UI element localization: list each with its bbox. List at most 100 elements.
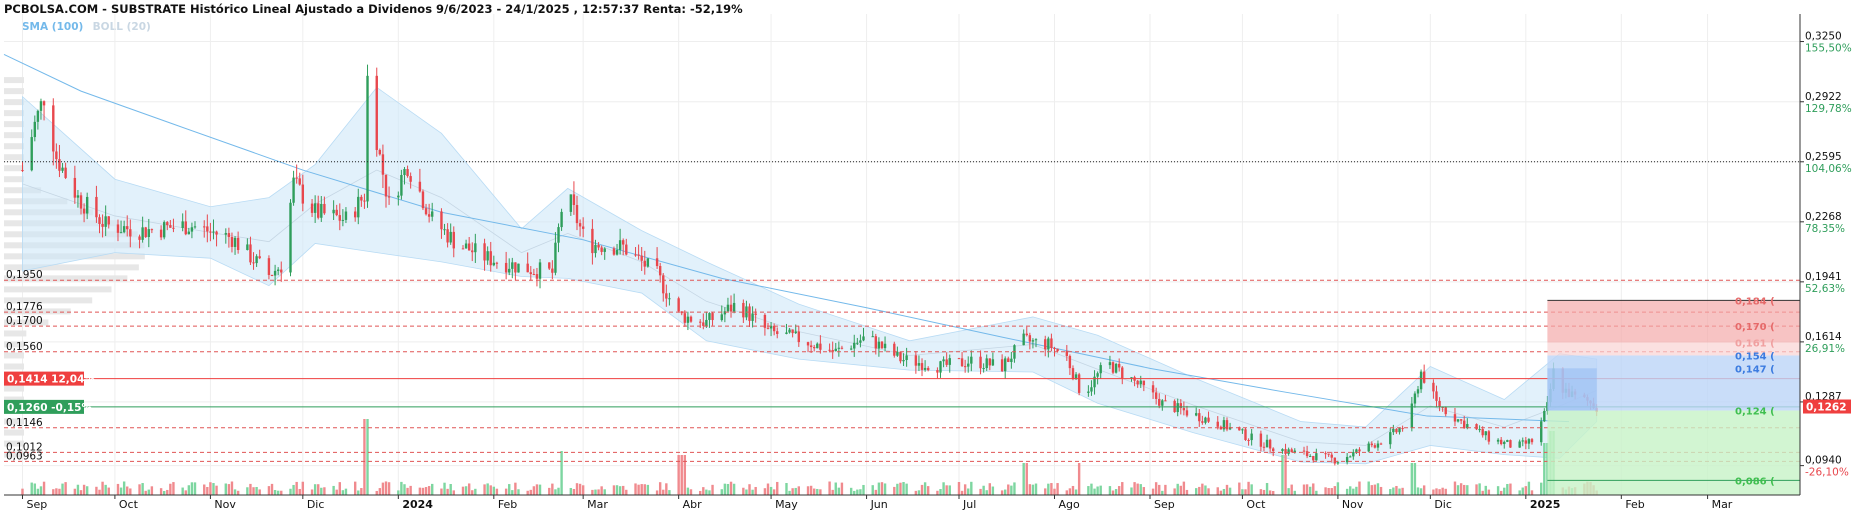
candle-body: [1459, 419, 1463, 421]
legend-sma[interactable]: SMA (100): [22, 21, 84, 33]
legend-boll[interactable]: BOLL (20): [92, 21, 151, 33]
volume-bar: [797, 486, 800, 495]
candle-body: [406, 169, 409, 177]
candle-body: [1438, 400, 1441, 407]
volume-bar: [871, 485, 874, 495]
volume-bar: [849, 487, 853, 495]
candle-body: [840, 347, 844, 349]
candle-body: [794, 331, 797, 334]
volume-bar: [766, 483, 770, 495]
candle-body: [1336, 462, 1340, 464]
candle-body: [449, 231, 452, 243]
left-level-label: 0,1012: [6, 441, 43, 453]
candle-body: [310, 203, 314, 213]
volume-bar: [421, 487, 425, 495]
candle-body: [1441, 406, 1444, 408]
candle-body: [834, 348, 837, 352]
volume-bar: [418, 487, 422, 495]
volume-bar: [680, 455, 683, 495]
candle-body: [1422, 371, 1426, 383]
volume-bar: [511, 490, 514, 495]
volume-bar: [560, 451, 563, 495]
volume-bar: [64, 482, 67, 495]
candle-body: [1302, 450, 1306, 452]
volume-bar: [883, 483, 887, 495]
volume-bar: [1401, 487, 1404, 495]
candle-body: [720, 314, 723, 321]
candle-body: [166, 222, 169, 226]
chart-title: PCBOLSA.COM - SUBSTRATE Histórico Lineal…: [4, 2, 743, 16]
volume-bar: [917, 490, 921, 495]
candle-body: [883, 343, 887, 349]
candle-body: [122, 226, 126, 233]
volume-bar: [141, 483, 144, 495]
candle-body: [1466, 424, 1469, 429]
candle-body: [1182, 408, 1186, 411]
volume-bar: [1154, 482, 1158, 495]
volume-bar: [1435, 488, 1438, 495]
volume-bar: [785, 483, 788, 495]
volume-bar: [384, 481, 388, 495]
volume-bar: [1509, 483, 1512, 495]
candle-body: [212, 231, 215, 233]
candle-body: [1244, 429, 1247, 441]
volume-bar: [970, 481, 973, 495]
candle-body: [560, 211, 563, 228]
candle-body: [785, 332, 788, 334]
volume-bar: [1284, 455, 1287, 495]
right-axis-percent: 104,06%: [1805, 163, 1852, 175]
volume-bar: [1392, 487, 1395, 495]
volume-bar: [686, 487, 690, 495]
volume-profile-bar: [4, 143, 24, 150]
volume-bar: [535, 484, 539, 495]
volume-bar: [1121, 482, 1124, 495]
volume-bar: [754, 486, 757, 495]
volume-bar: [948, 485, 951, 495]
volume-bar: [1074, 489, 1078, 495]
volume-bar: [1034, 483, 1038, 495]
candle-body: [828, 349, 831, 351]
volume-bar: [209, 482, 212, 495]
candle-body: [421, 191, 425, 209]
volume-bar: [486, 483, 489, 495]
volume-bar: [979, 488, 982, 495]
volume-bar: [1419, 488, 1423, 495]
volume-bar: [1481, 490, 1484, 495]
candle-body: [729, 304, 733, 312]
candle-body: [1543, 410, 1546, 422]
volume-bar: [1179, 485, 1182, 495]
volume-bar: [332, 485, 335, 495]
volume-bar: [387, 482, 391, 495]
volume-bar: [705, 489, 708, 495]
volume-bar: [55, 488, 58, 495]
candle-body: [129, 229, 132, 237]
candle-body: [1204, 417, 1207, 423]
candle-body: [637, 254, 640, 256]
volume-bar: [1244, 489, 1247, 495]
volume-bar: [1044, 488, 1047, 495]
candle-body: [215, 231, 218, 235]
volume-profile-bar: [4, 110, 24, 117]
volume-bar: [107, 487, 110, 495]
candle-body: [905, 355, 908, 361]
candle-body: [600, 247, 603, 252]
candle-body: [532, 274, 536, 276]
volume-bar: [985, 490, 988, 495]
right-axis-price: 0,2268: [1805, 211, 1842, 223]
volume-profile-bar: [4, 451, 24, 458]
volume-bar: [1090, 483, 1093, 495]
candle-body: [119, 232, 123, 234]
candle-body: [594, 245, 597, 254]
candle-body: [591, 228, 594, 254]
volume-bar: [597, 489, 600, 495]
candle-body: [360, 196, 363, 201]
candle-body: [1007, 358, 1010, 362]
right-axis-percent: 129,78%: [1805, 103, 1852, 115]
candle-body: [726, 304, 730, 312]
volume-bar: [1345, 488, 1349, 495]
candle-body: [945, 359, 948, 365]
volume-bar: [1336, 482, 1340, 495]
candle-body: [1099, 365, 1102, 374]
volume-bar: [298, 488, 301, 495]
